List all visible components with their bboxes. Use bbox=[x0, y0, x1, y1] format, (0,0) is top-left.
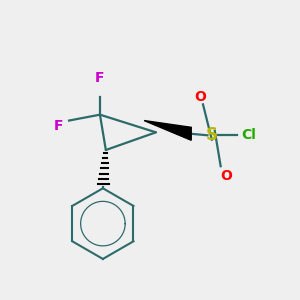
Text: O: O bbox=[220, 169, 232, 184]
Text: O: O bbox=[194, 90, 206, 104]
Text: Cl: Cl bbox=[241, 128, 256, 142]
Text: F: F bbox=[54, 119, 64, 134]
Polygon shape bbox=[144, 121, 191, 140]
Text: F: F bbox=[95, 71, 105, 85]
Text: S: S bbox=[206, 126, 218, 144]
